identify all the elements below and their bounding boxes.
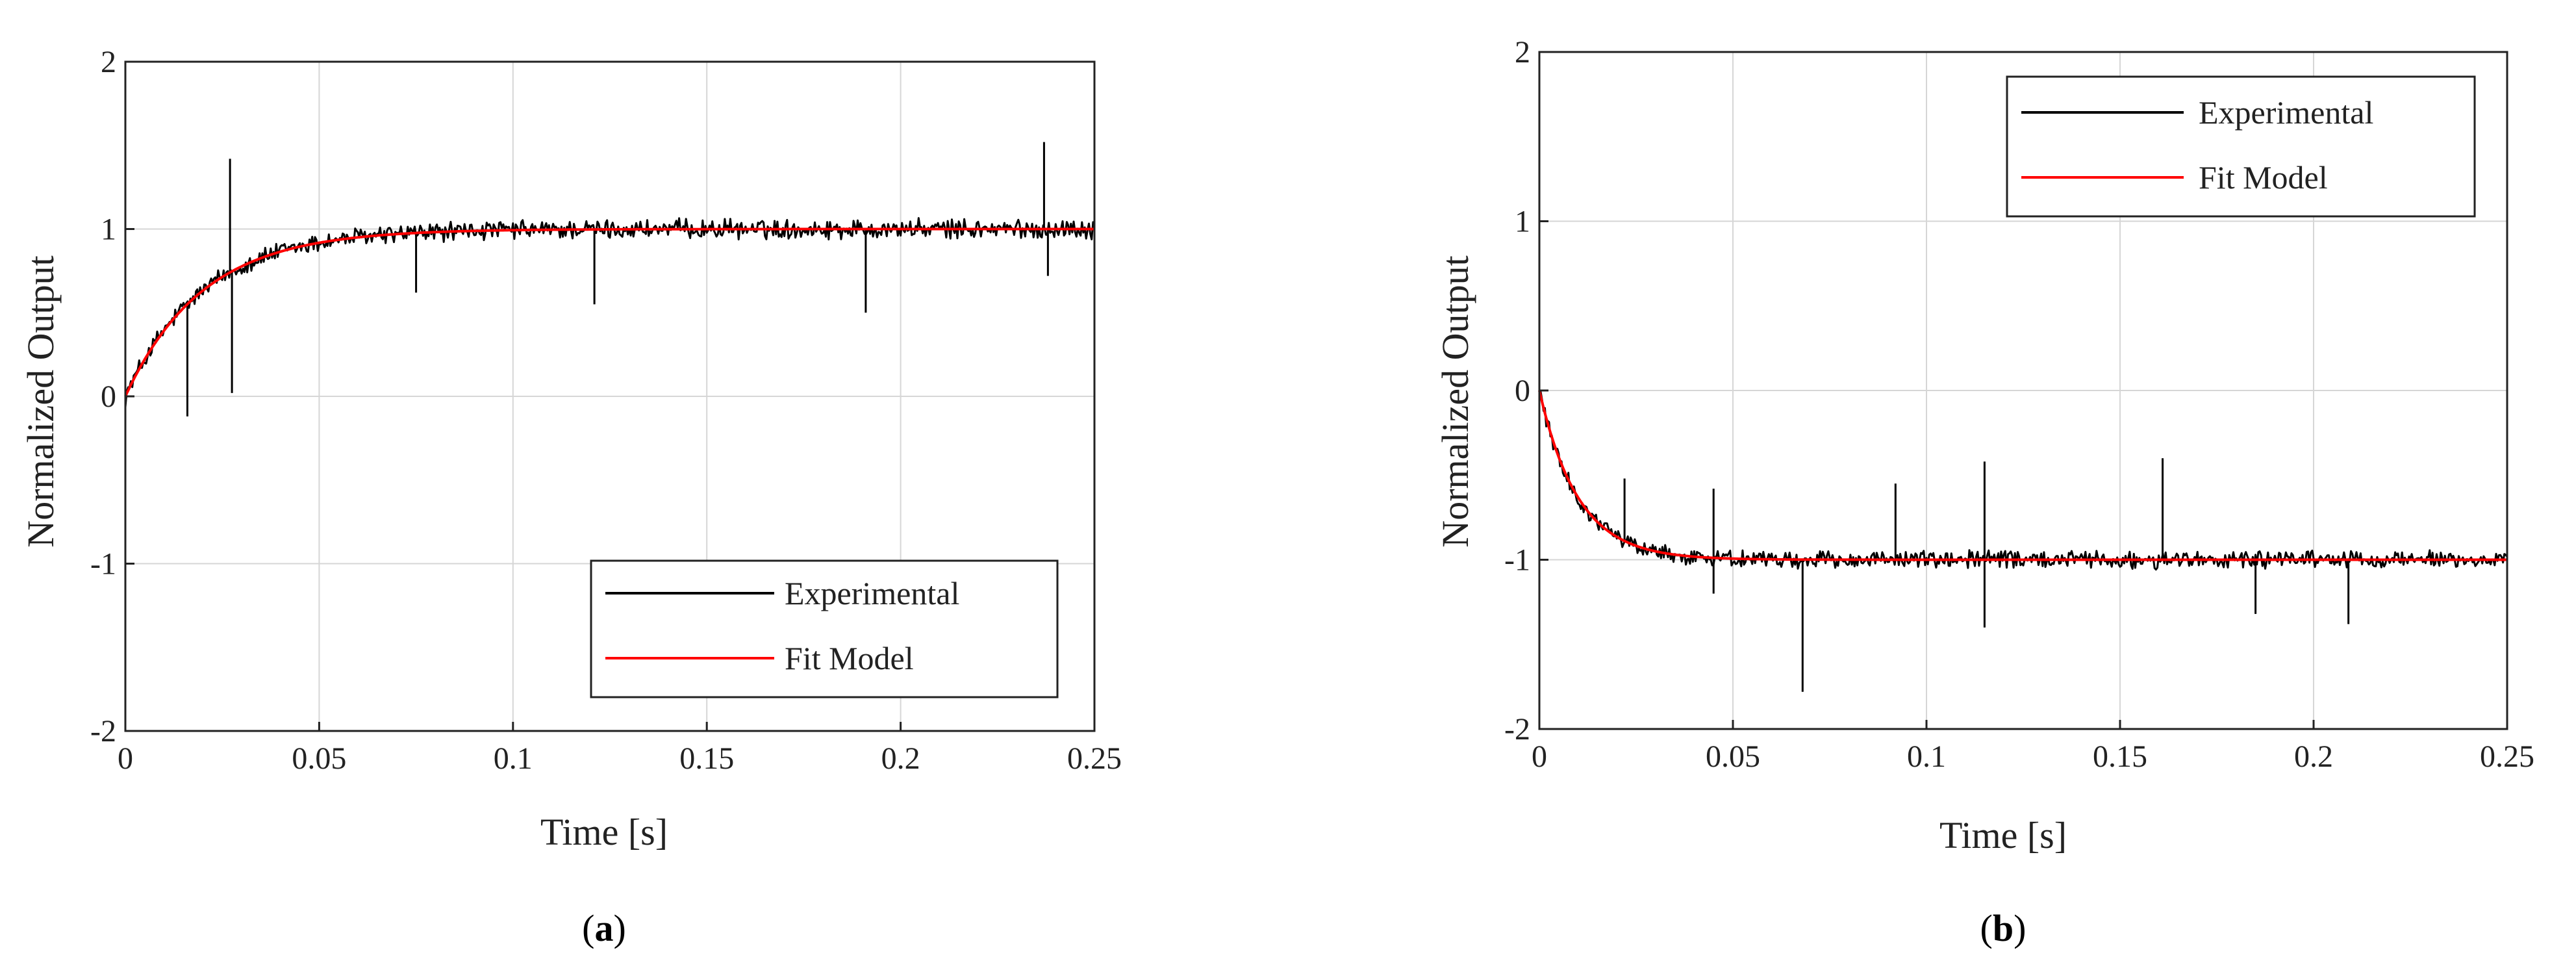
panel-b-legend-label-fit-model: Fit Model (2199, 159, 2328, 196)
panel-a-legend-label-fit-model: Fit Model (785, 640, 914, 676)
series-line-experimental (124, 217, 1096, 407)
series-line-fit-model (1538, 390, 2507, 561)
y-tick-label: 0 (1515, 374, 1530, 408)
panel-b-legend-box (2006, 75, 2476, 218)
chart-panel-b: 0 0.05 0.1 0.15 0.2 0.25 -2 -1 0 1 2 Time [s] Nor… (1434, 35, 2534, 949)
series-line-fit-model (124, 227, 1094, 397)
x-tick-label: 0.25 (1067, 741, 1122, 776)
panel-b-legend: Experimental Fit Model (2006, 75, 2476, 218)
x-tick-label: 0.1 (1907, 739, 1946, 774)
x-tick-label: 0.05 (292, 741, 346, 776)
panel-b-x-axis-label: Time [s] (1939, 814, 2067, 856)
y-tick-label: 2 (101, 45, 116, 79)
panel-b-legend-label-experimental: Experimental (2199, 94, 2373, 131)
panel-b-y-axis-label: Normalized Output (1434, 255, 1476, 547)
panel-b-series (1538, 390, 2508, 692)
panel-b-x-ticks: 0 0.05 0.1 0.15 0.2 0.25 (1532, 720, 2534, 774)
panel-a-x-ticks: 0 0.05 0.1 0.15 0.2 0.25 (118, 722, 1122, 776)
y-tick-label: 1 (1515, 205, 1530, 239)
y-tick-label: -2 (90, 714, 116, 748)
x-tick-label: 0.2 (2294, 739, 2333, 774)
y-tick-label: 2 (1515, 35, 1530, 70)
panel-a-legend-label-experimental: Experimental (785, 575, 959, 611)
y-tick-label: 1 (101, 212, 116, 247)
panel-a-series (124, 142, 1096, 416)
panel-a-caption: (a) (582, 907, 626, 949)
chart-panel-a: 0 0.05 0.1 0.15 0.2 0.25 -2 -1 0 1 2 Time [s] Nor… (19, 45, 1122, 949)
panel-b-caption: (b) (1980, 907, 2027, 949)
series-line-experimental (1538, 390, 2508, 571)
panel-b-caption-letter: b (1993, 907, 2014, 949)
x-tick-label: 0.15 (2093, 739, 2147, 774)
panel-a-y-ticks: -2 -1 0 1 2 (90, 45, 134, 748)
x-tick-label: 0.2 (881, 741, 920, 776)
panel-a-y-axis-label: Normalized Output (19, 255, 62, 547)
panel-a-legend: Experimental Fit Model (590, 559, 1059, 698)
y-tick-label: -2 (1504, 712, 1530, 747)
panel-a-legend-box (590, 559, 1059, 698)
x-tick-label: 0 (118, 741, 133, 776)
panel-a-x-axis-label: Time [s] (540, 811, 668, 853)
x-tick-label: 0 (1532, 739, 1547, 774)
y-tick-label: -1 (1504, 543, 1530, 578)
y-tick-label: 0 (101, 379, 116, 414)
x-tick-label: 0.15 (679, 741, 734, 776)
x-tick-label: 0.25 (2480, 739, 2534, 774)
panel-a-caption-letter: a (595, 907, 614, 949)
x-tick-label: 0.05 (1706, 739, 1760, 774)
y-tick-label: -1 (90, 547, 116, 582)
panel-b-y-ticks: -2 -1 0 1 2 (1504, 35, 1548, 747)
x-tick-label: 0.1 (494, 741, 533, 776)
